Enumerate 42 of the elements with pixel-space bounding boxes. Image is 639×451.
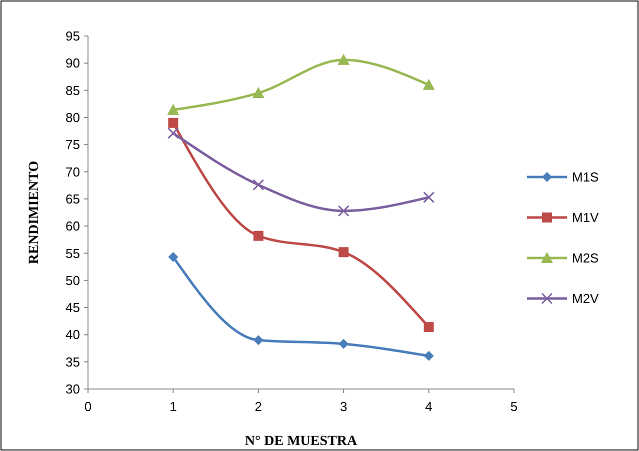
y-axis-title: RENDIMIENTO xyxy=(27,160,42,264)
legend-label: M1V xyxy=(572,210,600,226)
point xyxy=(253,230,264,241)
y-tick-label: 95 xyxy=(66,28,80,44)
point xyxy=(253,335,264,346)
point xyxy=(338,247,349,258)
y-tick-label: 30 xyxy=(66,382,80,397)
point xyxy=(424,350,434,361)
point xyxy=(338,338,349,349)
point xyxy=(424,322,434,332)
x-tick-label: 5 xyxy=(510,399,518,414)
point xyxy=(423,192,435,204)
point xyxy=(167,127,179,139)
y-tick-label: 40 xyxy=(66,327,80,342)
y-tick-label: 35 xyxy=(66,354,80,370)
x-tick-label: 4 xyxy=(425,399,432,414)
y-tick-label: 50 xyxy=(66,272,80,288)
y-tick-label: 60 xyxy=(66,218,80,234)
x-tick-label: 0 xyxy=(84,399,92,414)
y-tick-label: 75 xyxy=(66,137,80,152)
point xyxy=(338,205,350,217)
x-tick-label: 1 xyxy=(170,399,177,414)
point xyxy=(167,104,180,115)
x-tick-label: 3 xyxy=(340,399,348,414)
y-tick-label: 90 xyxy=(66,56,80,71)
y-tick-label: 85 xyxy=(66,82,80,98)
legend-label: M2S xyxy=(572,250,600,266)
point xyxy=(252,179,264,191)
legend-label: M1S xyxy=(572,170,600,185)
legend-label: M2V xyxy=(572,291,600,306)
x-axis-title: N° DE MUESTRA xyxy=(244,434,358,449)
point xyxy=(338,54,350,65)
y-tick-label: 70 xyxy=(66,164,80,180)
y-tick-label: 80 xyxy=(66,110,80,126)
x-tick-label: 2 xyxy=(254,399,262,414)
point xyxy=(422,78,435,90)
point xyxy=(168,118,178,128)
point xyxy=(168,252,178,262)
y-tick-label: 65 xyxy=(66,191,80,206)
point xyxy=(252,87,264,98)
y-tick-label: 55 xyxy=(66,246,80,261)
y-tick-label: 45 xyxy=(66,300,80,316)
